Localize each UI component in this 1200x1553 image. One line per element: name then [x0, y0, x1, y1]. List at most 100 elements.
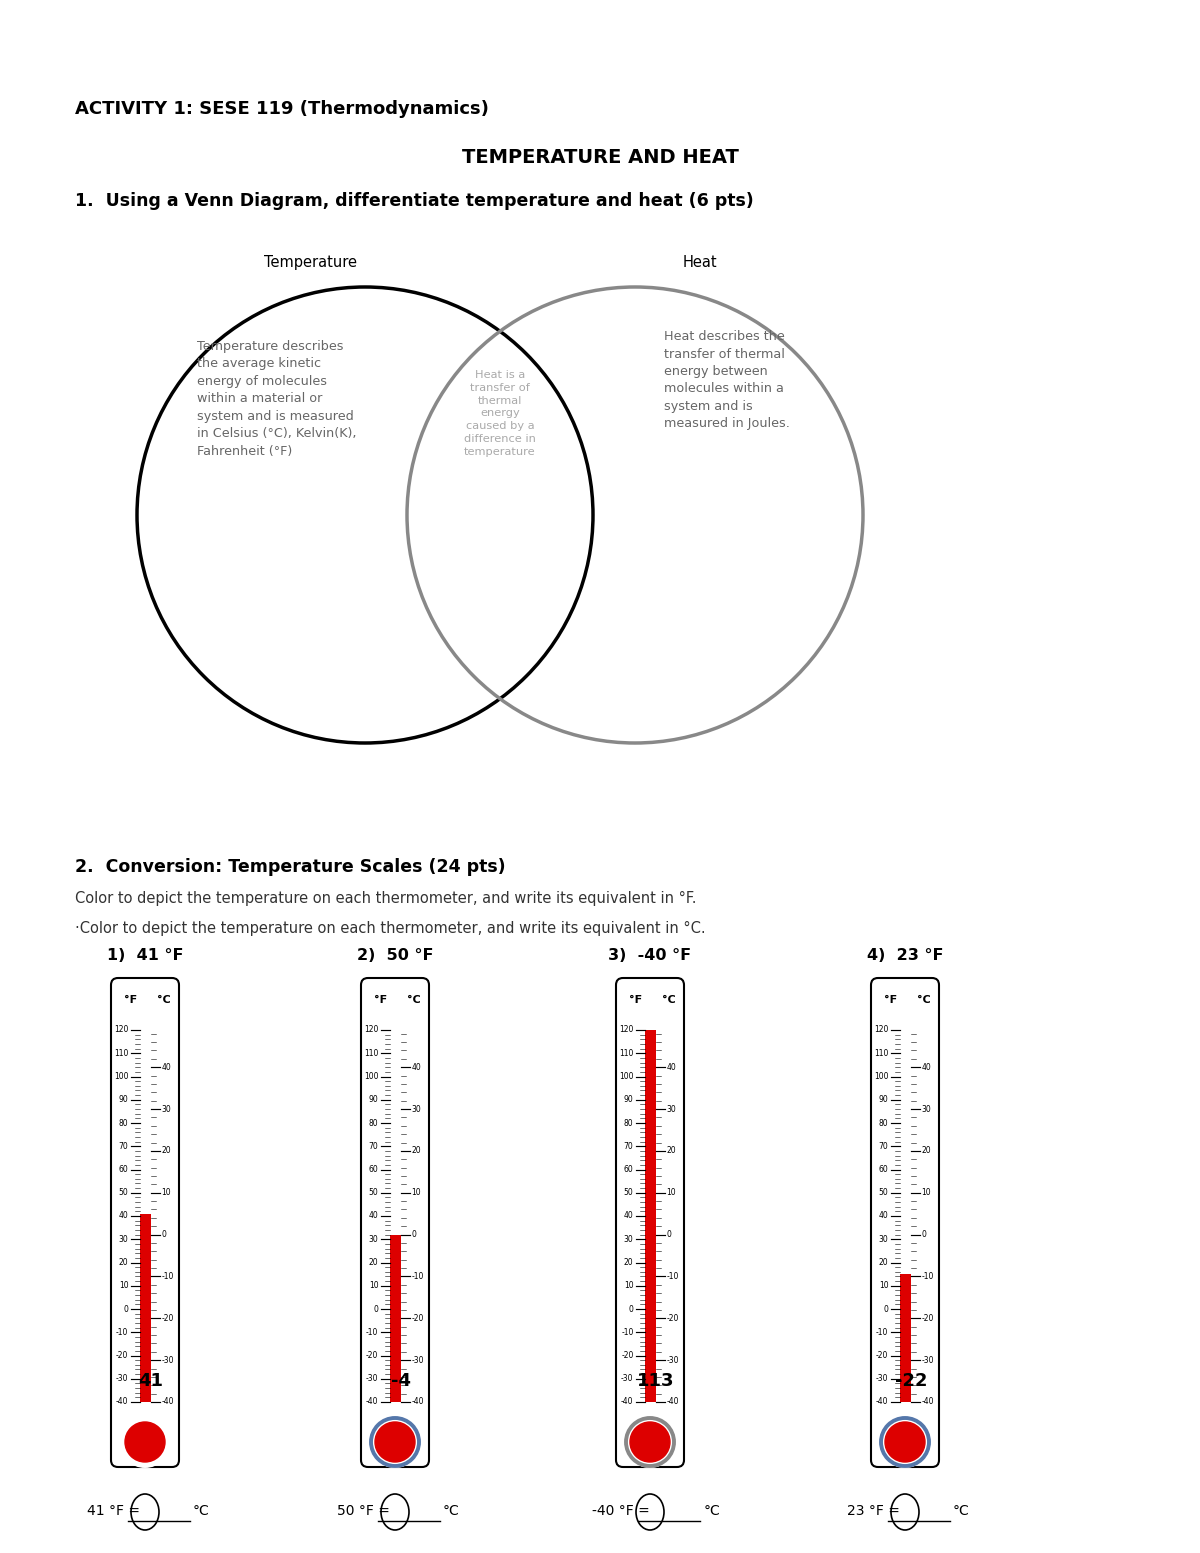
Text: 0: 0 — [922, 1230, 926, 1239]
Text: 60: 60 — [878, 1165, 888, 1174]
FancyBboxPatch shape — [112, 978, 179, 1468]
Text: -20: -20 — [366, 1351, 378, 1360]
Text: 4)  23 °F: 4) 23 °F — [866, 947, 943, 963]
FancyBboxPatch shape — [616, 978, 684, 1468]
Text: 20: 20 — [624, 1258, 634, 1267]
Text: 30: 30 — [412, 1104, 421, 1114]
Circle shape — [624, 1416, 676, 1468]
Text: ACTIVITY 1: SESE 119 (Thermodynamics): ACTIVITY 1: SESE 119 (Thermodynamics) — [74, 99, 488, 118]
Text: -30: -30 — [116, 1374, 128, 1384]
Circle shape — [371, 1418, 419, 1466]
Text: 40: 40 — [368, 1211, 378, 1221]
Text: 113: 113 — [637, 1371, 674, 1390]
Text: °C: °C — [662, 995, 676, 1005]
Circle shape — [886, 1423, 925, 1461]
Text: -40: -40 — [412, 1398, 424, 1407]
Text: -20: -20 — [622, 1351, 634, 1360]
Text: -40: -40 — [922, 1398, 934, 1407]
Text: 1.  Using a Venn Diagram, differentiate temperature and heat (6 pts): 1. Using a Venn Diagram, differentiate t… — [74, 193, 754, 210]
Text: 90: 90 — [624, 1095, 634, 1104]
Text: -10: -10 — [666, 1272, 679, 1281]
Text: -10: -10 — [876, 1328, 888, 1337]
Text: °F: °F — [125, 995, 138, 1005]
Text: 40: 40 — [412, 1062, 421, 1072]
Text: -40 °F =: -40 °F = — [592, 1503, 649, 1517]
Text: 100: 100 — [619, 1072, 634, 1081]
Bar — [139, 1214, 150, 1402]
Text: -20: -20 — [162, 1314, 174, 1323]
Circle shape — [119, 1416, 172, 1468]
Ellipse shape — [131, 1494, 158, 1530]
Text: -20: -20 — [666, 1314, 679, 1323]
Text: 120: 120 — [114, 1025, 128, 1034]
Bar — [644, 1030, 655, 1402]
Text: 30: 30 — [368, 1235, 378, 1244]
Text: 110: 110 — [619, 1048, 634, 1058]
Text: °C: °C — [443, 1503, 460, 1517]
Text: -40: -40 — [666, 1398, 679, 1407]
Text: -40: -40 — [366, 1398, 378, 1407]
Text: -40: -40 — [876, 1398, 888, 1407]
Text: 60: 60 — [119, 1165, 128, 1174]
Text: -20: -20 — [116, 1351, 128, 1360]
Text: 100: 100 — [364, 1072, 378, 1081]
Text: 50 °F =: 50 °F = — [337, 1503, 390, 1517]
Circle shape — [881, 1418, 929, 1466]
Text: 40: 40 — [624, 1211, 634, 1221]
Text: °C: °C — [157, 995, 170, 1005]
Text: ·Color to depict the temperature on each thermometer, and write its equivalent i: ·Color to depict the temperature on each… — [74, 921, 706, 936]
FancyBboxPatch shape — [871, 978, 940, 1468]
Text: -30: -30 — [922, 1356, 934, 1365]
Text: -20: -20 — [922, 1314, 934, 1323]
Circle shape — [630, 1423, 670, 1461]
Text: Heat describes the
transfer of thermal
energy between
molecules within a
system : Heat describes the transfer of thermal e… — [664, 329, 790, 430]
Text: 90: 90 — [119, 1095, 128, 1104]
Text: Temperature describes
the average kinetic
energy of molecules
within a material : Temperature describes the average kineti… — [197, 340, 356, 458]
Text: 30: 30 — [666, 1104, 677, 1114]
Text: 70: 70 — [119, 1141, 128, 1151]
Text: °C: °C — [953, 1503, 970, 1517]
Circle shape — [878, 1416, 931, 1468]
Text: -30: -30 — [876, 1374, 888, 1384]
Text: 10: 10 — [162, 1188, 172, 1197]
Text: 80: 80 — [878, 1118, 888, 1127]
Ellipse shape — [382, 1494, 409, 1530]
Text: Heat is a
transfer of
thermal
energy
caused by a
difference in
temperature: Heat is a transfer of thermal energy cau… — [464, 370, 536, 457]
Text: 120: 120 — [364, 1025, 378, 1034]
Text: 20: 20 — [878, 1258, 888, 1267]
Text: -4: -4 — [391, 1371, 410, 1390]
Text: -20: -20 — [412, 1314, 424, 1323]
Text: 110: 110 — [874, 1048, 888, 1058]
Text: 110: 110 — [114, 1048, 128, 1058]
Text: 70: 70 — [624, 1141, 634, 1151]
Text: 100: 100 — [874, 1072, 888, 1081]
Bar — [390, 1235, 401, 1402]
Text: 0: 0 — [162, 1230, 167, 1239]
Circle shape — [374, 1423, 415, 1461]
Bar — [390, 1030, 401, 1402]
Text: TEMPERATURE AND HEAT: TEMPERATURE AND HEAT — [462, 148, 738, 168]
Text: 30: 30 — [922, 1104, 931, 1114]
Text: 70: 70 — [878, 1141, 888, 1151]
Text: 30: 30 — [878, 1235, 888, 1244]
Text: 20: 20 — [119, 1258, 128, 1267]
Text: 30: 30 — [119, 1235, 128, 1244]
Text: 120: 120 — [874, 1025, 888, 1034]
Text: -40: -40 — [116, 1398, 128, 1407]
Text: 40: 40 — [162, 1062, 172, 1072]
Text: 40: 40 — [666, 1062, 677, 1072]
Text: 110: 110 — [364, 1048, 378, 1058]
Text: -10: -10 — [162, 1272, 174, 1281]
Text: Heat: Heat — [683, 255, 718, 270]
Text: 40: 40 — [119, 1211, 128, 1221]
Text: 20: 20 — [412, 1146, 421, 1155]
Text: -30: -30 — [366, 1374, 378, 1384]
FancyBboxPatch shape — [361, 978, 430, 1468]
Text: -40: -40 — [622, 1398, 634, 1407]
Text: 0: 0 — [124, 1305, 128, 1314]
Text: 0: 0 — [629, 1305, 634, 1314]
Text: 30: 30 — [162, 1104, 172, 1114]
Text: 20: 20 — [666, 1146, 676, 1155]
Text: 23 °F =: 23 °F = — [847, 1503, 900, 1517]
Text: 20: 20 — [368, 1258, 378, 1267]
